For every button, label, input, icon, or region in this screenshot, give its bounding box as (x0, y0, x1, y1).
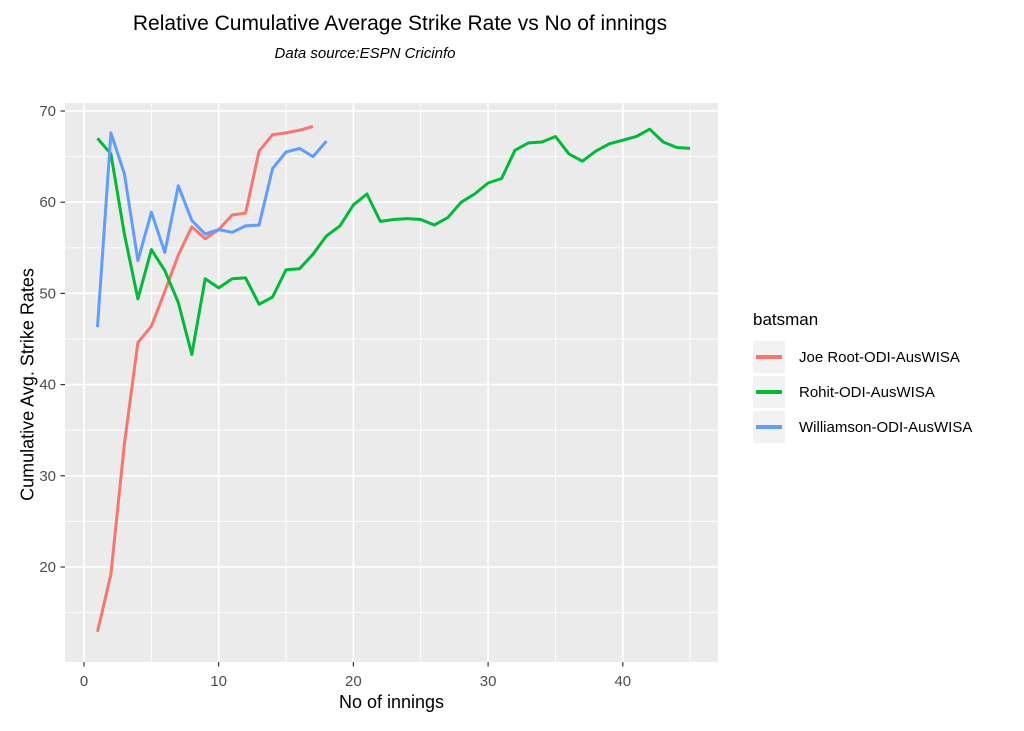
x-tick-label: 10 (210, 673, 227, 690)
y-axis-title: Cumulative Avg. Strike Rates (17, 268, 38, 501)
x-axis-title: No of innings (338, 692, 445, 712)
y-tick-label: 70 (39, 103, 56, 120)
legend-title: batsman (753, 310, 819, 329)
y-tick-label: 30 (39, 468, 56, 485)
chart-subtitle: Data source:ESPN Cricinfo (274, 45, 456, 62)
legend-key (753, 341, 785, 373)
legend-item: Rohit-ODI-AusWISA (753, 376, 972, 408)
legend-item-label: Williamson-ODI-AusWISA (799, 418, 973, 436)
x-tick-label: 20 (345, 673, 362, 690)
chart-title: Relative Cumulative Average Strike Rate … (132, 12, 668, 35)
panel-background (65, 103, 718, 662)
series-line-williamson-odi-auswisa (96, 131, 328, 328)
series-line-rohit-odi-auswisa (96, 127, 691, 356)
legend-item-label: Rohit-ODI-AusWISA (799, 383, 935, 401)
legend-line-swatch (756, 390, 782, 394)
y-tick-label: 50 (39, 285, 56, 302)
legend-key (753, 376, 785, 408)
legend-line-swatch (756, 425, 782, 429)
y-tick-label: 40 (39, 377, 56, 394)
legend-item: Williamson-ODI-AusWISA (753, 411, 972, 443)
x-tick-label: 30 (480, 673, 497, 690)
series-line-joe-root-odi-auswisa (96, 125, 314, 633)
y-tick-label: 60 (39, 194, 56, 211)
x-tick-label: 40 (614, 673, 631, 690)
legend: batsman Joe Root-ODI-AusWISA Rohit-ODI-Au… (753, 310, 972, 446)
x-tick-label: 0 (80, 673, 88, 690)
legend-line-swatch (756, 355, 782, 359)
legend-item-label: Joe Root-ODI-AusWISA (799, 348, 960, 366)
legend-item: Joe Root-ODI-AusWISA (753, 341, 972, 373)
legend-key (753, 411, 785, 443)
y-tick-label: 20 (39, 559, 56, 576)
legend-items: Joe Root-ODI-AusWISA Rohit-ODI-AusWISA Wil… (753, 341, 972, 443)
